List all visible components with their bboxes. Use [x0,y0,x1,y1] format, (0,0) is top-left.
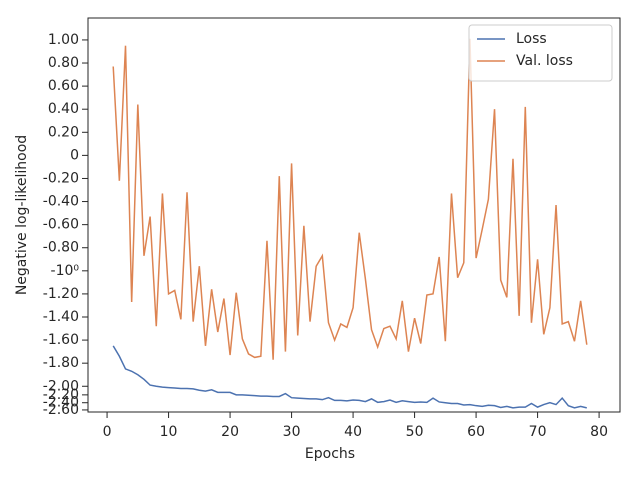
y-tick-label: 0.60 [48,78,79,94]
y-tick-label: -1.20 [43,286,79,302]
x-tick-label: 10 [160,424,178,440]
legend-label: Val. loss [516,53,573,69]
y-tick-label: 0.80 [48,55,79,71]
x-tick-label: 20 [221,424,239,440]
y-tick-label: -1.40 [43,309,79,325]
x-tick-label: 50 [406,424,424,440]
y-tick-label: 0.20 [48,124,79,140]
x-axis-label: Epochs [305,446,355,462]
y-tick-label: -1.80 [43,355,79,371]
y-tick-label: -10⁰ [51,263,80,279]
x-tick-label: 80 [590,424,608,440]
x-tick-label: 0 [103,424,112,440]
x-tick-label: 60 [467,424,485,440]
y-tick-label: -0.60 [43,217,79,233]
y-tick-label: -1.60 [43,332,79,348]
line-series [112,38,588,360]
x-tick-label: 30 [283,424,301,440]
x-tick-label: 40 [344,424,362,440]
legend-label: Loss [516,31,547,47]
x-tick-label: 70 [529,424,547,440]
axes-frame [87,17,621,413]
y-tick-label: -2.40 [43,395,79,411]
y-axis-label: Negative log-likelihood [14,135,30,295]
y-tick-label: -2.60 [43,402,79,418]
y-tick-label: 1.00 [48,32,79,48]
line-series [112,345,587,409]
y-tick-label: -0.40 [43,194,79,210]
y-tick-label: -2.00 [43,378,79,394]
y-tick-label: -0.20 [43,170,79,186]
y-tick-label: -0.80 [43,240,79,256]
y-tick-label: 0 [70,147,79,163]
y-tick-label: 0.40 [48,101,79,117]
y-tick-label: -2.20 [43,387,79,403]
